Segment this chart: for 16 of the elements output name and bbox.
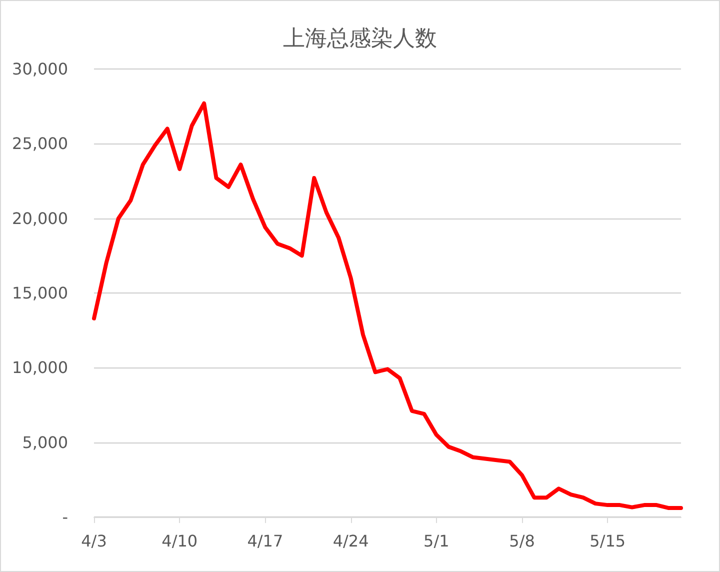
x-tick-label: 5/15 xyxy=(590,532,626,550)
x-tick-label: 4/10 xyxy=(162,532,198,550)
x-tick-label: 4/3 xyxy=(81,532,107,550)
x-tick-label: 4/24 xyxy=(332,532,369,550)
y-tick-label: 20,000 xyxy=(12,208,68,228)
y-tick-label: 15,000 xyxy=(12,284,68,302)
chart-title: 上海总感染人数 xyxy=(283,26,437,52)
y-tick-label: 30,000 xyxy=(12,60,68,78)
y-tick-label: 10,000 xyxy=(12,358,68,378)
y-tick-label: 25,000 xyxy=(12,134,68,154)
x-tick-label: 5/1 xyxy=(424,532,450,550)
y-tick-label: - xyxy=(62,508,68,526)
line-series xyxy=(92,101,683,510)
x-tick-label: 4/17 xyxy=(247,532,284,550)
y-tick-label: 5,000 xyxy=(22,432,68,452)
x-tick-label: 5/8 xyxy=(509,532,535,550)
